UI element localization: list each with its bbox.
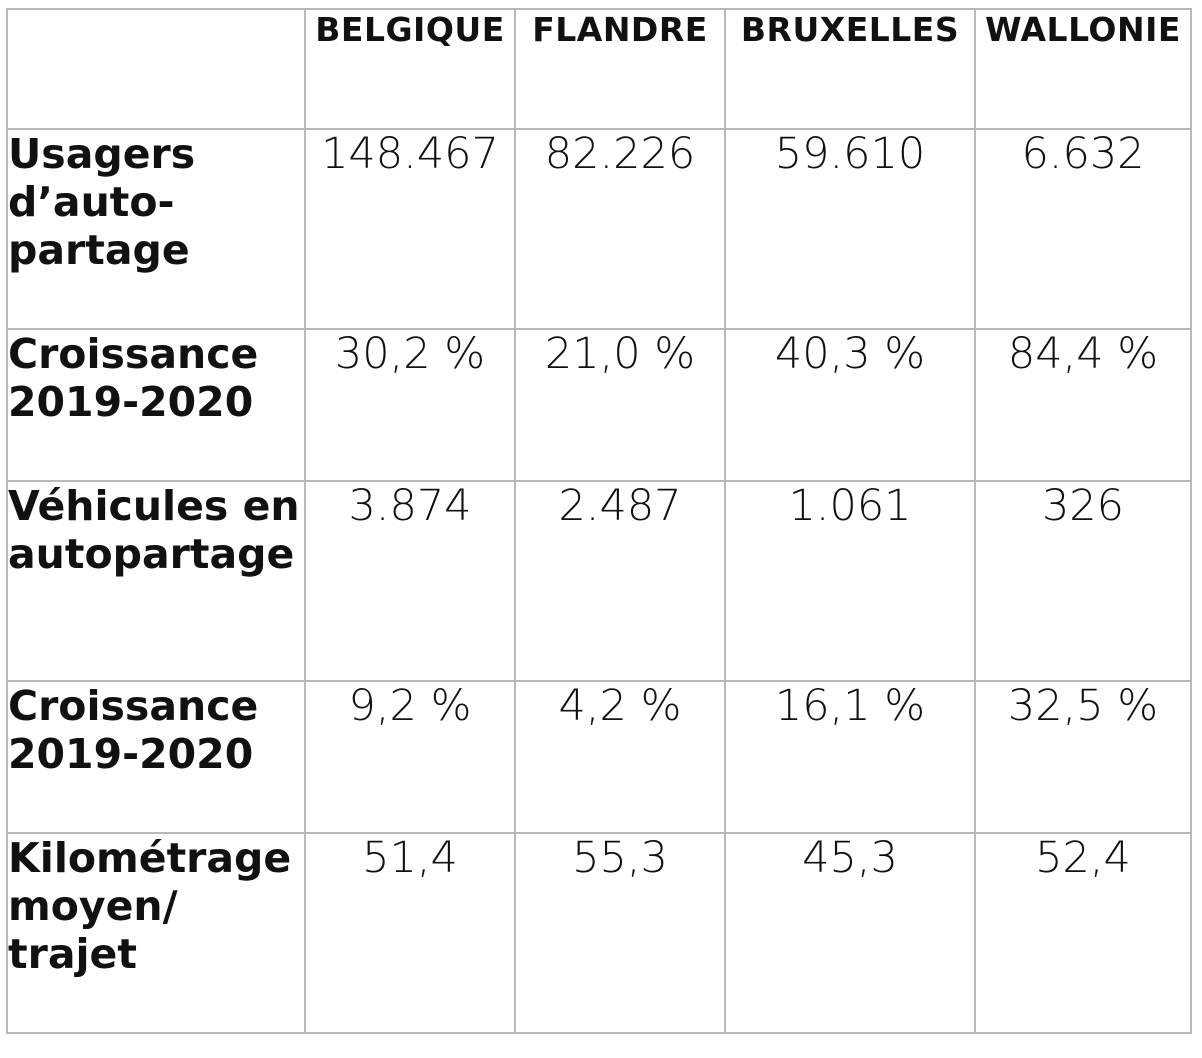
table-cell: 84,4 % (974, 328, 1192, 482)
table-row-mileage: Kilométrage moyen/ trajet 51,4 55,3 45,3… (6, 832, 1192, 1034)
table-cell: 30,2 % (304, 328, 516, 482)
table-cell: 21,0 % (514, 328, 726, 482)
column-header-wallonie: WALLONIE (974, 8, 1192, 130)
table-cell: 52,4 (974, 832, 1192, 1034)
table-cell: 6.632 (974, 128, 1192, 330)
table-cell: 326 (974, 480, 1192, 682)
table-cell: 82.226 (514, 128, 726, 330)
table-cell: 1.061 (724, 480, 976, 682)
table-cell: 4,2 % (514, 680, 726, 834)
carsharing-table: BELGIQUE FLANDRE BRUXELLES WALLONIE Usag… (6, 8, 1192, 1034)
table-cell: 2.487 (514, 480, 726, 682)
table-cell: 59.610 (724, 128, 976, 330)
row-label: Croissance 2019-2020 (6, 680, 306, 834)
table-cell: 45,3 (724, 832, 976, 1034)
header-row: BELGIQUE FLANDRE BRUXELLES WALLONIE (6, 8, 1192, 130)
table-cell: 51,4 (304, 832, 516, 1034)
table-cell: 9,2 % (304, 680, 516, 834)
column-header-bruxelles: BRUXELLES (724, 8, 976, 130)
row-label: Croissance 2019-2020 (6, 328, 306, 482)
row-label: Usagers d’auto-partage (6, 128, 306, 330)
table-cell: 40,3 % (724, 328, 976, 482)
table-cell: 32,5 % (974, 680, 1192, 834)
table-cell: 16,1 % (724, 680, 976, 834)
column-header-belgique: BELGIQUE (304, 8, 516, 130)
table-cell: 55,3 (514, 832, 726, 1034)
table-row-vehicles-growth: Croissance 2019-2020 9,2 % 4,2 % 16,1 % … (6, 680, 1192, 834)
row-label: Véhicules en autopartage (6, 480, 306, 682)
row-label: Kilométrage moyen/ trajet (6, 832, 306, 1034)
table-row-users: Usagers d’auto-partage 148.467 82.226 59… (6, 128, 1192, 330)
table-cell: 148.467 (304, 128, 516, 330)
table-cell: 3.874 (304, 480, 516, 682)
column-header-flandre: FLANDRE (514, 8, 726, 130)
table-row-users-growth: Croissance 2019-2020 30,2 % 21,0 % 40,3 … (6, 328, 1192, 482)
corner-cell (6, 8, 306, 130)
table-row-vehicles: Véhicules en autopartage 3.874 2.487 1.0… (6, 480, 1192, 682)
